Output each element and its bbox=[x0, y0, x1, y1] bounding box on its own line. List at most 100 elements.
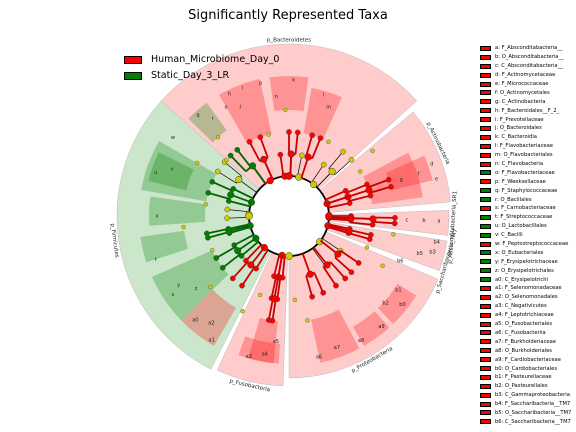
taxon-letter-label: g bbox=[400, 177, 403, 183]
taxon-letter-label: j bbox=[238, 104, 240, 110]
taxa-key-item: o: F_Flavobacteriaceae bbox=[480, 168, 576, 177]
taxa-key-item: a7: F_Burkholderiaceae bbox=[480, 337, 576, 346]
taxa-key-label: a3: C_Negativicutes bbox=[495, 303, 547, 310]
clade-branch bbox=[369, 185, 392, 194]
clade-branch bbox=[241, 266, 256, 287]
taxon-node bbox=[203, 202, 209, 207]
clade-branch bbox=[325, 189, 347, 201]
taxa-key-item: p: F_Weeksellaceae bbox=[480, 177, 576, 186]
taxon-node bbox=[348, 156, 355, 163]
taxa-key-item: i: F_Prevotellaceae bbox=[480, 115, 576, 124]
taxa-key-label: a0: C_Erysipelotrichi bbox=[495, 276, 549, 283]
taxon-letter-label: l bbox=[323, 92, 324, 98]
clade-branch bbox=[215, 246, 236, 259]
taxa-key-swatch bbox=[480, 134, 491, 140]
taxon-node bbox=[392, 215, 398, 221]
taxon-node bbox=[285, 172, 293, 180]
taxon-node bbox=[270, 295, 278, 303]
clade-branch bbox=[228, 200, 251, 208]
clade-stem bbox=[238, 179, 257, 193]
clade-highlight bbox=[148, 152, 194, 191]
taxon-node bbox=[286, 129, 292, 135]
taxa-key-swatch bbox=[480, 357, 491, 363]
clade-branch bbox=[372, 220, 395, 225]
taxon-node bbox=[305, 318, 310, 323]
taxon-node bbox=[260, 155, 268, 163]
taxon-node bbox=[367, 192, 374, 199]
taxon-letter-label: x bbox=[156, 214, 159, 220]
taxon-node bbox=[309, 293, 315, 300]
taxon-node bbox=[205, 190, 212, 196]
taxon-letter-label: a9 bbox=[378, 324, 384, 330]
taxa-key-label: n: C_Flavobacteria bbox=[495, 161, 544, 168]
taxon-node bbox=[213, 255, 220, 261]
taxa-key-label: x: O_Eubacteriales bbox=[495, 249, 544, 256]
taxa-key-swatch bbox=[480, 232, 491, 238]
clade-branch bbox=[311, 137, 322, 159]
taxon-letter-label: o bbox=[224, 104, 227, 110]
clade-branch bbox=[311, 164, 324, 184]
taxa-key-swatch bbox=[480, 63, 491, 69]
clade-branch bbox=[296, 155, 303, 177]
taxa-key-item: j: O_Bacteroidales bbox=[480, 124, 576, 133]
taxa-key-swatch bbox=[480, 339, 491, 345]
taxon-node bbox=[317, 135, 324, 141]
taxa-key-item: a3: C_Negativicutes bbox=[480, 302, 576, 311]
clade-branch bbox=[327, 226, 349, 234]
taxon-letter-label: b4 bbox=[434, 240, 440, 246]
clade-highlight bbox=[303, 87, 342, 140]
taxon-node bbox=[334, 250, 342, 258]
clade-branch bbox=[236, 149, 252, 168]
taxa-key-label: b5: O_Saccharibacteria__TM7 bbox=[495, 409, 572, 416]
clade-branch bbox=[322, 266, 337, 287]
taxon-node bbox=[348, 269, 355, 276]
clade-highlight bbox=[188, 102, 227, 143]
taxa-key-label: a4: F_Leptotrichiaceae bbox=[495, 312, 554, 319]
taxon-node bbox=[323, 261, 331, 269]
taxa-key-swatch bbox=[480, 321, 491, 327]
taxa-key-label: y: F_Erysipelotrichaceae bbox=[495, 258, 558, 265]
taxa-key-item: a2: O_Selenomonadales bbox=[480, 293, 576, 302]
taxa-key-label: u: O_Lactobacillales bbox=[495, 223, 547, 230]
taxon-letter-label: a1 bbox=[209, 337, 215, 343]
taxa-key-swatch bbox=[480, 170, 491, 176]
taxa-key-label: a7: F_Burkholderiaceae bbox=[495, 338, 556, 345]
taxa-key-label: o: F_Flavobacteriaceae bbox=[495, 169, 555, 176]
taxa-key-swatch bbox=[480, 383, 491, 389]
clade-branch bbox=[305, 135, 314, 157]
taxon-node bbox=[365, 186, 373, 194]
taxa-key-item: a5: O_Fusobacteriales bbox=[480, 320, 576, 329]
clade-highlight bbox=[140, 230, 189, 263]
taxa-key-item: b0: O_Cardiobacteriales bbox=[480, 364, 576, 373]
taxa-key-swatch bbox=[480, 348, 491, 354]
clade-branch bbox=[271, 298, 277, 321]
clade-stem bbox=[273, 255, 283, 299]
clade-stem bbox=[289, 154, 293, 177]
taxon-node bbox=[340, 148, 346, 155]
taxa-key-item: f: O_Actinomycetales bbox=[480, 88, 576, 97]
taxa-key-label: z: O_Erysipelotrichales bbox=[495, 267, 554, 274]
taxa-key-label: b2: O_Pasteurellales bbox=[495, 383, 548, 390]
clade-branch bbox=[245, 244, 262, 262]
clade-branch bbox=[230, 154, 247, 173]
taxon-node bbox=[299, 152, 305, 159]
clade-branch bbox=[334, 159, 352, 175]
taxon-node bbox=[247, 261, 255, 269]
taxon-node bbox=[342, 275, 349, 282]
clade-branch bbox=[232, 261, 249, 280]
figure-title: Significantly Represented Taxa bbox=[188, 8, 388, 23]
taxa-key-label: b0: O_Cardiobacteriales bbox=[495, 365, 558, 372]
taxa-key-item: r: O_Bacillales bbox=[480, 195, 576, 204]
clade-branch bbox=[222, 253, 241, 269]
taxon-node bbox=[304, 153, 312, 161]
taxon-letter-label: y bbox=[177, 282, 180, 288]
taxon-node bbox=[208, 284, 213, 290]
taxa-key-item: a1: F_Selenomonadaceae bbox=[480, 284, 576, 293]
taxon-node bbox=[258, 292, 263, 298]
clade-branch bbox=[227, 209, 250, 213]
taxa-key-item: a6: C_Fusobacteriia bbox=[480, 329, 576, 338]
taxa-key-swatch bbox=[480, 152, 491, 158]
clade-branch bbox=[276, 277, 282, 300]
taxa-key-swatch bbox=[480, 125, 491, 131]
